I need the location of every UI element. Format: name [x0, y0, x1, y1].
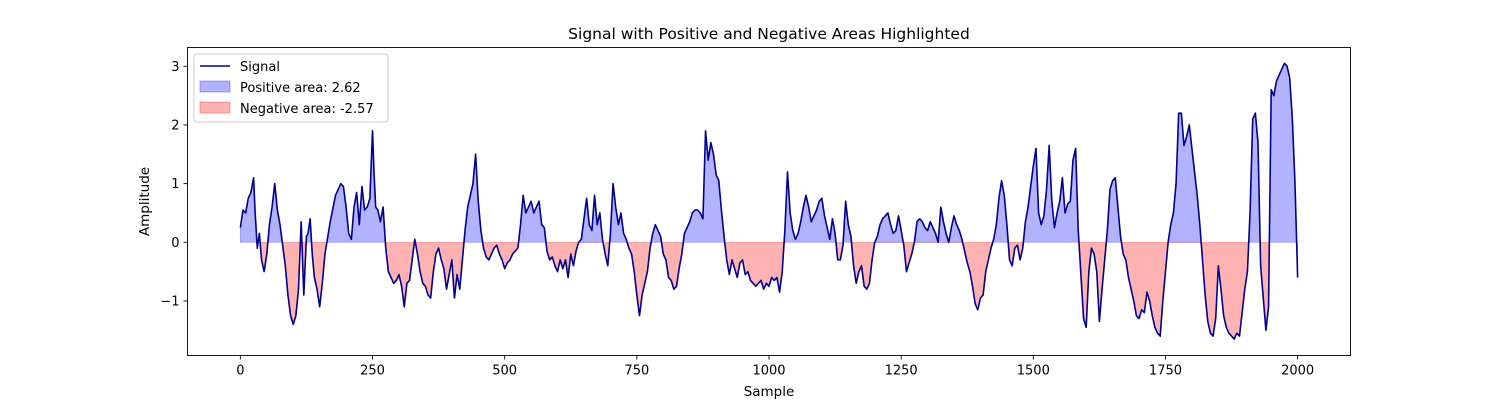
x-tick-label: 250 [360, 364, 385, 379]
x-tick-label: 1500 [1017, 364, 1050, 379]
y-axis-label: Amplitude [137, 167, 153, 236]
y-tick-label: 2 [171, 118, 179, 133]
x-tick-label: 0 [236, 364, 244, 379]
legend-negative-swatch [200, 102, 230, 113]
x-tick-label: 1250 [885, 364, 918, 379]
y-tick-label: 0 [171, 236, 179, 251]
x-axis-label: Sample [744, 384, 795, 400]
legend-signal-label: Signal [240, 60, 280, 75]
x-tick-label: 2000 [1281, 364, 1314, 379]
legend: Signal Positive area: 2.62 Negative area… [194, 54, 388, 122]
plot-area [240, 63, 1297, 339]
y-axis: −1 0 1 2 3 [160, 60, 187, 310]
legend-positive-swatch [200, 81, 230, 92]
y-tick-label: 1 [171, 177, 179, 192]
x-tick-label: 1750 [1149, 364, 1182, 379]
legend-negative-label: Negative area: -2.57 [240, 102, 374, 117]
chart-title: Signal with Positive and Negative Areas … [568, 25, 970, 43]
y-tick-label: 3 [171, 60, 179, 75]
x-axis: 0 250 500 750 1000 1250 1500 1750 2000 [236, 356, 1314, 379]
positive-area-fill [240, 63, 1296, 242]
y-tick-label: −1 [160, 294, 179, 309]
x-tick-label: 500 [492, 364, 517, 379]
x-tick-label: 750 [624, 364, 649, 379]
x-tick-label: 1000 [752, 364, 785, 379]
legend-positive-label: Positive area: 2.62 [240, 81, 361, 96]
